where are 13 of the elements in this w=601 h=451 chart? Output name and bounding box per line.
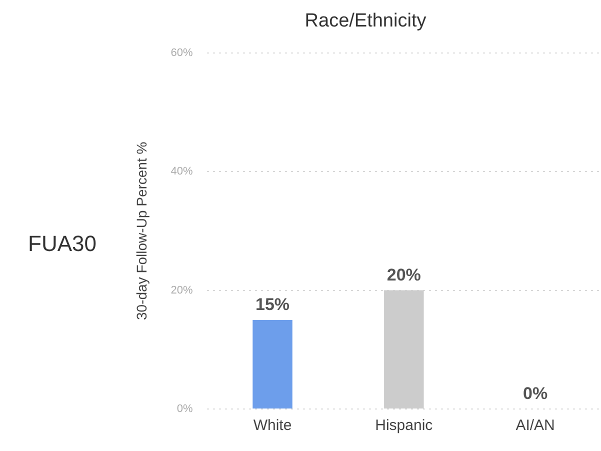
data-label: 20% bbox=[386, 265, 421, 284]
x-tick-label: White bbox=[253, 417, 292, 434]
y-axis-title: 30-day Follow-Up Percent % bbox=[133, 142, 150, 320]
data-label: 15% bbox=[256, 295, 290, 314]
x-tick-label: Hispanic bbox=[375, 417, 434, 434]
data-label: 0% bbox=[523, 384, 548, 404]
y-tick-label: 0% bbox=[176, 403, 194, 416]
y-tick-label: 20% bbox=[170, 284, 194, 296]
y-tick-label: 60% bbox=[170, 46, 194, 59]
y-tick-label: 40% bbox=[170, 166, 194, 178]
text: FUA30 bbox=[28, 231, 96, 256]
x-tick-label: AI/AN bbox=[516, 417, 555, 434]
chart-title: Race/Ethnicity bbox=[304, 10, 427, 32]
